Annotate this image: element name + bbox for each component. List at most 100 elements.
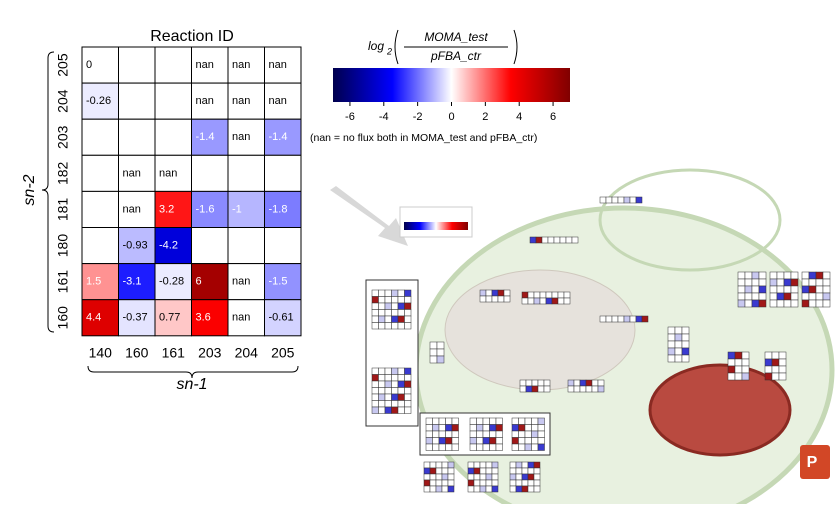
mini-cell bbox=[571, 236, 579, 244]
mini-cell bbox=[378, 374, 386, 382]
x-tick-label: 205 bbox=[271, 345, 295, 361]
mini-cell bbox=[524, 417, 532, 425]
mini-cell bbox=[384, 393, 392, 401]
mini-cell bbox=[447, 485, 455, 493]
mini-cell bbox=[629, 196, 637, 204]
mini-cell bbox=[479, 485, 487, 493]
cell bbox=[118, 118, 156, 156]
mini-cell bbox=[599, 315, 607, 323]
mini-cell bbox=[771, 372, 780, 381]
cell bbox=[118, 299, 156, 337]
mini-cell bbox=[635, 196, 643, 204]
cell bbox=[118, 227, 156, 265]
mini-cell bbox=[397, 387, 405, 395]
mini-cell bbox=[371, 400, 379, 408]
mini-cell bbox=[553, 236, 561, 244]
mini-cell bbox=[429, 479, 437, 487]
mini-cell bbox=[521, 479, 529, 487]
mini-cell bbox=[384, 315, 392, 323]
mini-cell bbox=[783, 292, 792, 301]
mini-cell bbox=[537, 385, 545, 393]
cell bbox=[227, 190, 265, 228]
mini-cell bbox=[509, 473, 517, 481]
mini-cell bbox=[436, 341, 445, 350]
mini-cell bbox=[667, 333, 676, 342]
cell bbox=[264, 227, 302, 265]
mini-cell bbox=[529, 236, 537, 244]
cell bbox=[118, 154, 156, 192]
cell bbox=[191, 46, 229, 84]
mini-cell bbox=[511, 443, 519, 451]
cell-label: -0.26 bbox=[86, 95, 111, 107]
mini-cell bbox=[744, 278, 753, 287]
cell bbox=[264, 263, 302, 301]
mini-cell bbox=[482, 417, 490, 425]
mini-cell bbox=[776, 292, 785, 301]
mini-cell bbox=[822, 278, 831, 287]
mini-cell bbox=[737, 299, 746, 308]
mini-cell bbox=[822, 299, 831, 308]
mini-cell bbox=[515, 467, 523, 475]
mini-cell bbox=[783, 285, 792, 294]
cell bbox=[81, 263, 119, 301]
y-tick-label: 180 bbox=[55, 234, 71, 258]
colorbar-label-denominator: pFBA_ctr bbox=[430, 49, 482, 63]
mini-cell bbox=[667, 326, 676, 335]
y-brace bbox=[41, 51, 55, 333]
mini-cell bbox=[451, 443, 459, 451]
mini-cell bbox=[391, 309, 399, 317]
y-axis-title: sn-2 bbox=[21, 174, 38, 205]
mini-cell bbox=[563, 297, 571, 305]
cell-label: -1.5 bbox=[269, 276, 288, 288]
mini-cell bbox=[489, 430, 497, 438]
mini-cell bbox=[473, 461, 481, 469]
mini-cell bbox=[469, 424, 477, 432]
mini-cell bbox=[397, 302, 405, 310]
mini-cell bbox=[573, 385, 581, 393]
mini-cell bbox=[527, 479, 535, 487]
mini-cell bbox=[727, 365, 736, 374]
cell-label: nan bbox=[196, 59, 214, 71]
mini-cell bbox=[479, 461, 487, 469]
mini-cell bbox=[378, 400, 386, 408]
mini-cell bbox=[801, 278, 810, 287]
mini-cell bbox=[524, 424, 532, 432]
mitochondrion bbox=[648, 363, 792, 457]
mini-cell bbox=[425, 437, 433, 445]
mini-cell bbox=[429, 467, 437, 475]
pathway-picture: P bbox=[330, 168, 835, 509]
mini-cell bbox=[473, 479, 481, 487]
mini-cell bbox=[491, 473, 499, 481]
mini-cell bbox=[467, 461, 475, 469]
mini-cell bbox=[485, 461, 493, 469]
mini-cell bbox=[741, 365, 750, 374]
mini-cell bbox=[391, 387, 399, 395]
colorbar-tick-label: -4 bbox=[379, 111, 389, 123]
mini-cell bbox=[441, 479, 449, 487]
mini-cell bbox=[511, 424, 519, 432]
mini-cell bbox=[623, 196, 631, 204]
mini-cell bbox=[485, 485, 493, 493]
mini-cell bbox=[384, 367, 392, 375]
mini-cell bbox=[495, 437, 503, 445]
mini-cell bbox=[674, 340, 683, 349]
mini-cell bbox=[509, 479, 517, 487]
mini-cell bbox=[533, 473, 541, 481]
mini-cell bbox=[681, 354, 690, 363]
mini-cell bbox=[432, 417, 440, 425]
mini-cell bbox=[391, 393, 399, 401]
mini-cell bbox=[737, 278, 746, 287]
mini-cell bbox=[667, 354, 676, 363]
mini-cell bbox=[482, 424, 490, 432]
mini-cell bbox=[751, 292, 760, 301]
mini-cell bbox=[423, 467, 431, 475]
mini-cell bbox=[727, 351, 736, 360]
mini-cell bbox=[769, 278, 778, 287]
mini-cell bbox=[790, 292, 799, 301]
mini-cell bbox=[425, 430, 433, 438]
cell-label: nan bbox=[232, 131, 250, 143]
mini-cell bbox=[397, 406, 405, 414]
mini-cell bbox=[531, 424, 539, 432]
mini-cell bbox=[485, 479, 493, 487]
mini-cell bbox=[441, 467, 449, 475]
